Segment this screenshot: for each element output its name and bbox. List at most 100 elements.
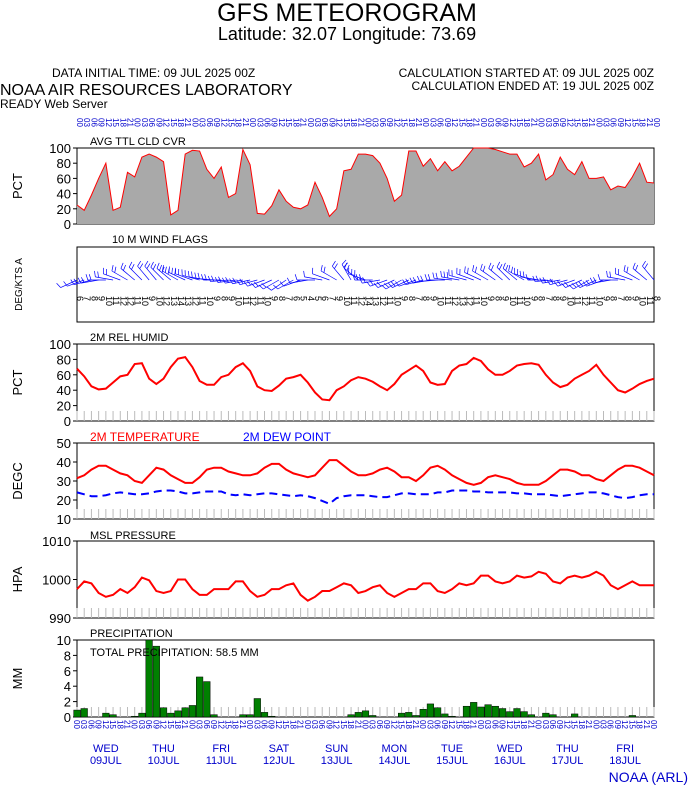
wind-barb-flag [77, 277, 82, 284]
wind-barb-flag [150, 261, 154, 268]
top-hour-label: 06 [320, 118, 329, 127]
wind-speed-label: 8 [421, 296, 431, 301]
wind-barb-flag [261, 283, 267, 288]
dewpoint-line [76, 489, 654, 505]
day-name-label: SUN [325, 743, 348, 755]
wind-barb-flag [409, 277, 413, 284]
day-date-label: 15JUL [436, 755, 468, 767]
wind-speed-label: 11 [645, 296, 655, 305]
top-hour-label: 12 [277, 118, 286, 127]
wind-barb-flag [232, 277, 236, 284]
wind-barb [377, 279, 395, 288]
precip-bar [80, 708, 88, 718]
precip-bar [159, 707, 168, 718]
wind-speed-label: 9 [97, 296, 107, 301]
bottom-hour-label: 00 [418, 720, 427, 729]
wind-speed-label: 9 [428, 296, 438, 301]
precip-bar [426, 703, 434, 718]
precip-bar [210, 714, 218, 718]
wind-speed-label: 9 [335, 296, 345, 301]
wind-speed-label: 8 [551, 296, 561, 301]
top-hour-label: 06 [609, 118, 618, 127]
bottom-hour-label: 06 [490, 720, 499, 729]
top-hour-label: 18 [291, 118, 300, 127]
top-hour-label: 21 [125, 118, 134, 127]
wind-speed-label: 4 [306, 296, 316, 301]
bottom-hour-label: 21 [411, 720, 420, 729]
wind-barb-flag [427, 274, 431, 281]
wind-barb [496, 267, 510, 281]
bottom-hour-label: 12 [562, 720, 571, 729]
wind-barb-flag [355, 274, 359, 281]
wind-speed-label: 10 [234, 296, 244, 306]
wind-barb-flag [123, 264, 126, 271]
bottom-hour-label: 21 [526, 720, 535, 729]
wind-barb-flag [111, 265, 114, 272]
wind-speed-label: 7 [327, 296, 337, 301]
wind-barb-flag [279, 281, 284, 287]
wind-speed-label: 10 [508, 296, 518, 306]
day-date-label: 16JUL [494, 755, 526, 767]
bottom-hour-label: 15 [166, 720, 175, 729]
wind-barb-flag [273, 284, 279, 290]
y-tick-label: 6 [64, 664, 71, 679]
wind-speed-label: 12 [580, 296, 590, 306]
wind-barb-flag [502, 262, 506, 269]
cloud-cover-area [77, 148, 654, 224]
wind-barb-flag [225, 277, 229, 283]
bottom-hour-label: 12 [274, 720, 283, 729]
wind-speed-label: 10 [522, 296, 532, 306]
precip-bar [571, 713, 579, 718]
wind-speed-label: 8 [652, 296, 662, 301]
wind-speed-label: 8 [537, 296, 547, 301]
y-axis-label: DEG/KTS A [14, 258, 25, 311]
legend-dewpoint: 2M DEW POINT [243, 430, 332, 444]
y-tick-label: 100 [49, 141, 71, 156]
wind-speed-label: 9 [212, 296, 222, 301]
top-hour-label: 06 [436, 118, 445, 127]
wind-speed-label: 10 [205, 296, 215, 306]
wind-barb-flag [171, 267, 173, 274]
wind-barb-flag [204, 274, 207, 281]
precip-bar [398, 712, 406, 718]
top-hour-label: 03 [486, 118, 495, 127]
bottom-hour-label: 09 [267, 720, 276, 729]
wind-barb-flag [128, 261, 133, 268]
wind-barb-flag [508, 265, 511, 272]
wind-speed-label: 6 [320, 296, 330, 301]
wind-barb [464, 272, 482, 281]
wind-barb-flag [120, 262, 124, 269]
wind-speed-label: 10 [594, 296, 604, 306]
wind-barb [332, 265, 345, 281]
precip-bar [347, 714, 355, 718]
top-hour-label: 09 [270, 118, 279, 127]
bottom-hour-label: 06 [144, 720, 153, 729]
precip-bar [369, 715, 377, 718]
wind-barb-flag [522, 271, 525, 278]
bottom-hour-label: 00 [649, 720, 658, 729]
wind-speed-label: 13 [169, 296, 179, 306]
wind-speed-label: 12 [118, 296, 128, 306]
wind-barb-flag [254, 281, 259, 287]
y-tick-label: 50 [57, 436, 71, 451]
wind-barb [290, 279, 308, 284]
wind-barb-flag [156, 262, 160, 269]
wind-barb [488, 268, 503, 281]
wind-barb-flag [593, 277, 597, 283]
wind-speed-label: 10 [263, 296, 273, 306]
wind-barb-flag [446, 272, 449, 279]
top-hour-label: 00 [306, 118, 315, 127]
wind-speed-label: 9 [226, 296, 236, 301]
wind-barb [448, 275, 467, 281]
wind-barb-flag [417, 275, 421, 282]
wind-speed-label: 13 [457, 296, 467, 306]
wind-barb-flag [139, 263, 144, 269]
wind-barb-flag [575, 282, 581, 288]
y-tick-label: 20 [57, 493, 71, 508]
wind-barb [398, 279, 417, 287]
wind-barb-flag [519, 270, 522, 277]
top-hour-label: 09 [558, 118, 567, 127]
top-hour-label: 03 [255, 118, 264, 127]
wind-speed-label: 11 [385, 296, 395, 305]
wind-speed-label: 7 [284, 296, 294, 301]
